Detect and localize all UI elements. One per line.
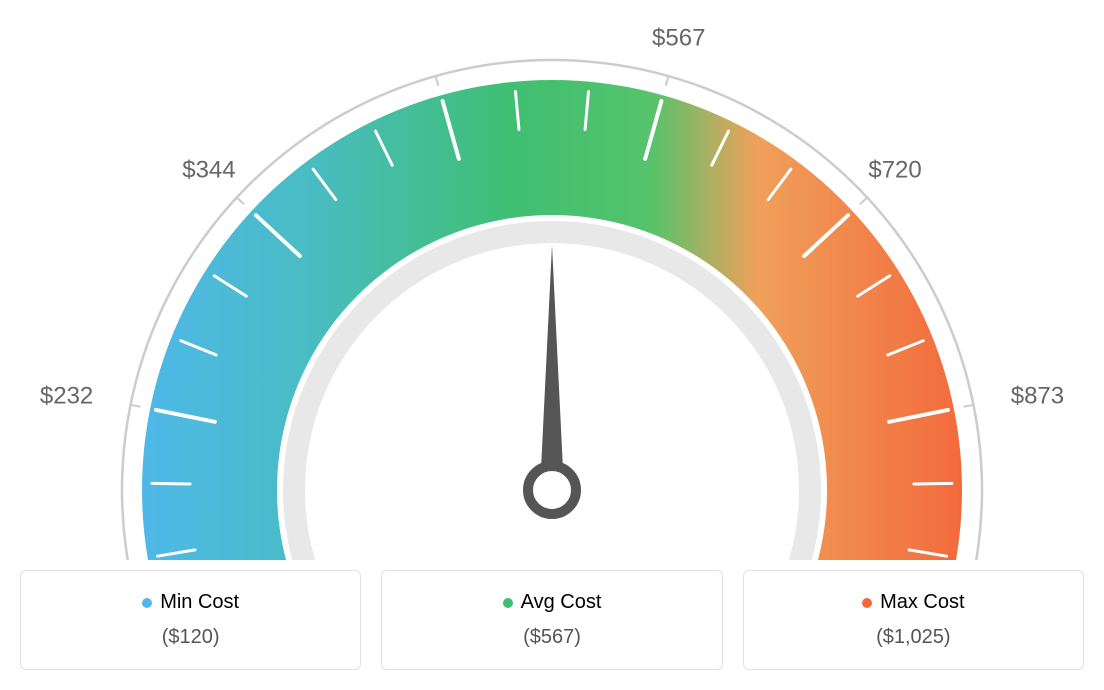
legend-min-label: Min Cost (31, 591, 350, 614)
dot-icon (142, 598, 152, 608)
svg-text:$232: $232 (40, 382, 93, 409)
gauge-svg: $120$232$344$567$720$873$1,025 (20, 20, 1084, 560)
svg-text:$344: $344 (182, 157, 235, 184)
legend-avg-value: ($567) (392, 626, 711, 649)
legend-max-box: Max Cost ($1,025) (743, 570, 1084, 670)
legend-max-label: Max Cost (754, 591, 1073, 614)
legend-row: Min Cost ($120) Avg Cost ($567) Max Cost… (20, 570, 1084, 670)
dot-icon (862, 598, 872, 608)
svg-text:$873: $873 (1011, 382, 1064, 409)
dot-icon (503, 598, 513, 608)
legend-min-label-text: Min Cost (160, 591, 239, 614)
gauge-chart: $120$232$344$567$720$873$1,025 (20, 20, 1084, 540)
legend-max-value: ($1,025) (754, 626, 1073, 649)
svg-text:$567: $567 (652, 24, 705, 51)
legend-min-value: ($120) (31, 626, 350, 649)
legend-avg-box: Avg Cost ($567) (381, 570, 722, 670)
svg-text:$720: $720 (868, 157, 921, 184)
legend-max-label-text: Max Cost (880, 591, 964, 614)
legend-avg-label: Avg Cost (392, 591, 711, 614)
legend-avg-label-text: Avg Cost (521, 591, 602, 614)
legend-min-box: Min Cost ($120) (20, 570, 361, 670)
